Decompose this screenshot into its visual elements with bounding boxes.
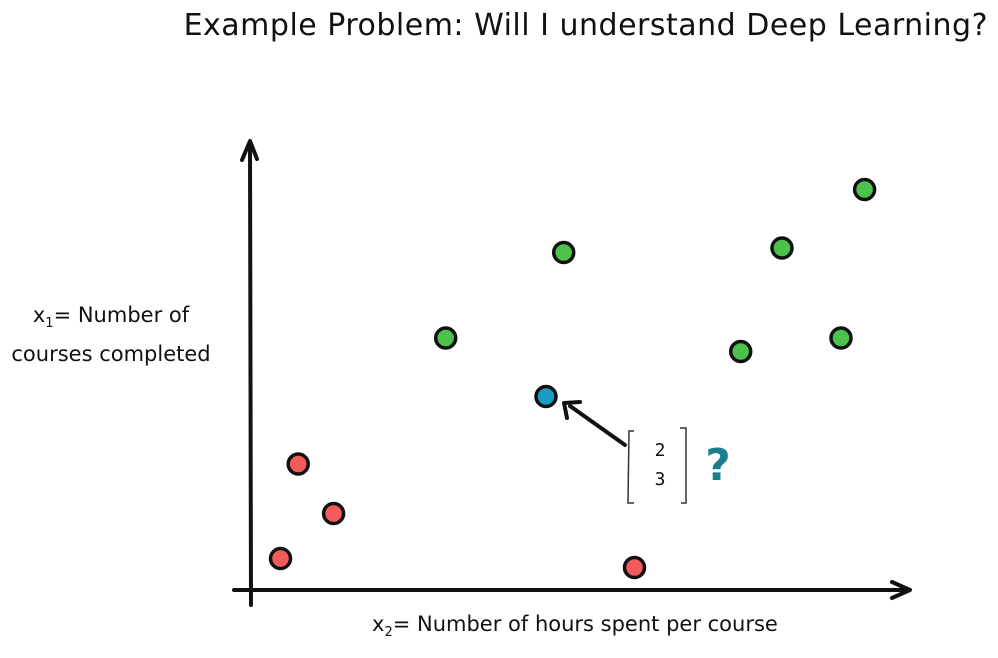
x-axis-var: x bbox=[372, 612, 385, 636]
red-point-4 bbox=[622, 555, 647, 580]
y-axis-line2: courses completed bbox=[11, 342, 211, 367]
y-axis-label: x1= Number of courses completed bbox=[0, 300, 222, 370]
page-title: Example Problem: Will I understand Deep … bbox=[183, 8, 988, 43]
query-arrow-line bbox=[568, 404, 627, 447]
axes bbox=[232, 139, 912, 607]
y-axis-var: x bbox=[32, 303, 46, 327]
vector-value-1: 2 bbox=[655, 440, 666, 461]
x-axis-label: x2= Number of hours spent per course bbox=[372, 612, 778, 640]
query-arrow bbox=[562, 400, 627, 447]
green-point-2 bbox=[551, 240, 576, 265]
red-point-1 bbox=[286, 452, 310, 476]
y-axis-sub: 1 bbox=[45, 316, 54, 332]
green-point-3 bbox=[728, 339, 753, 364]
y-axis-arrowhead bbox=[240, 139, 259, 162]
question-mark: ? bbox=[705, 440, 731, 491]
y-axis-rest: = Number of bbox=[53, 303, 190, 327]
query-point-1 bbox=[534, 384, 558, 409]
green-point-4 bbox=[770, 236, 794, 260]
red-point-3 bbox=[268, 546, 293, 571]
x-axis-arrowhead bbox=[890, 580, 912, 600]
red-point-2 bbox=[321, 501, 346, 526]
x-axis-rest: = Number of hours spent per course bbox=[392, 612, 778, 636]
vector-value-2: 3 bbox=[655, 469, 666, 490]
vector-left-bracket bbox=[627, 430, 634, 504]
green-point-1 bbox=[433, 326, 458, 350]
data-points bbox=[268, 177, 877, 580]
vector-right-bracket bbox=[680, 427, 687, 504]
x-axis-sub: 2 bbox=[384, 625, 393, 641]
y-axis-line bbox=[248, 145, 253, 607]
query-vector: 2 3 bbox=[627, 427, 687, 504]
green-point-5 bbox=[829, 326, 853, 350]
green-point-6 bbox=[852, 177, 877, 202]
query-arrow-head bbox=[562, 400, 582, 420]
